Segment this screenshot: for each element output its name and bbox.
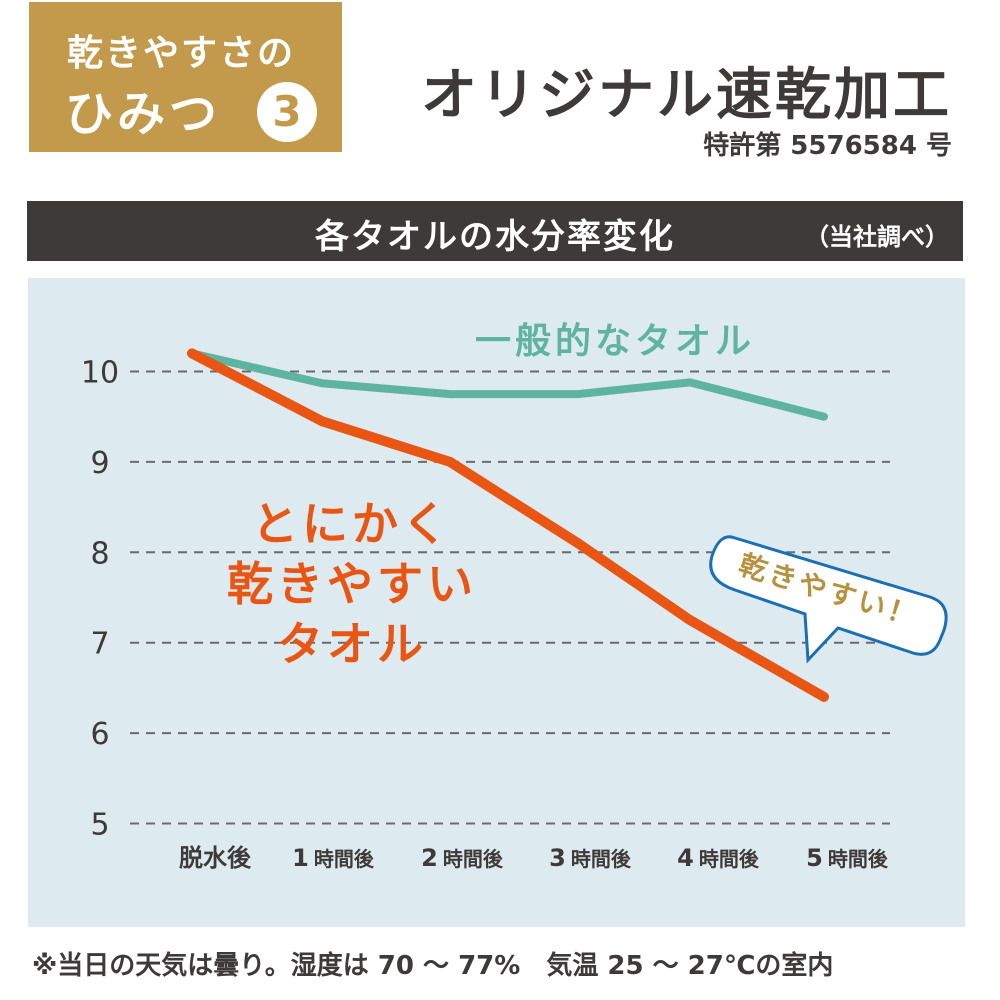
x-tick-label: 5 時間後 [806, 844, 889, 872]
x-tick-unit: 時間後 [828, 847, 889, 871]
chart-title: 各タオルの水分率変化 [315, 217, 675, 257]
footnote: ※当日の天気は曇り。湿度は 70 〜 77% 気温 25 〜 27℃の室内 [32, 951, 834, 981]
page-title: オリジナル速乾加工 [421, 63, 952, 128]
x-tick-unit: 脱水後 [179, 844, 252, 872]
x-tick-number: 4 [677, 844, 694, 872]
badge-line1: 乾きやすさの [67, 33, 296, 74]
x-tick-label: 2 時間後 [421, 844, 504, 872]
x-tick-number: 3 [549, 844, 566, 872]
x-tick-unit: 時間後 [571, 847, 632, 871]
x-tick-label: 脱水後 [179, 844, 252, 872]
legend-quick-line2: 乾きやすい [227, 557, 477, 611]
x-tick-label: 4 時間後 [677, 844, 760, 872]
chart-header-bar: 各タオルの水分率変化 （当社調べ） [27, 201, 963, 261]
y-tick-label: 6 [90, 717, 109, 752]
y-tick-label: 8 [90, 536, 109, 571]
x-tick-label: 3 時間後 [549, 844, 632, 872]
x-tick-number: 5 [806, 844, 823, 872]
x-tick-unit: 時間後 [699, 847, 760, 871]
series-line-0 [188, 349, 828, 421]
y-tick-label: 10 [81, 356, 119, 391]
x-tick-unit: 時間後 [314, 847, 375, 871]
x-tick-label: 1 時間後 [292, 844, 375, 872]
secret-badge: 乾きやすさの ひみつ 3 [29, 2, 342, 152]
badge-number: 3 [257, 82, 317, 142]
badge-line2: ひみつ [65, 86, 222, 142]
y-tick-label: 7 [90, 627, 109, 662]
x-tick-unit: 時間後 [443, 847, 504, 871]
chart-subtitle: （当社調べ） [805, 223, 949, 251]
patent-number: 特許第 5576584 号 [703, 131, 952, 161]
legend-quick-line3: タオル [277, 617, 427, 671]
x-tick-number: 2 [421, 844, 438, 872]
series-line-1 [187, 348, 829, 702]
x-tick-number: 1 [292, 844, 309, 872]
y-tick-label: 5 [90, 808, 109, 843]
legend-general-towel: 一般的なタオル [475, 321, 755, 362]
legend-quick-line1: とにかく [252, 497, 452, 551]
y-tick-label: 9 [90, 446, 109, 481]
